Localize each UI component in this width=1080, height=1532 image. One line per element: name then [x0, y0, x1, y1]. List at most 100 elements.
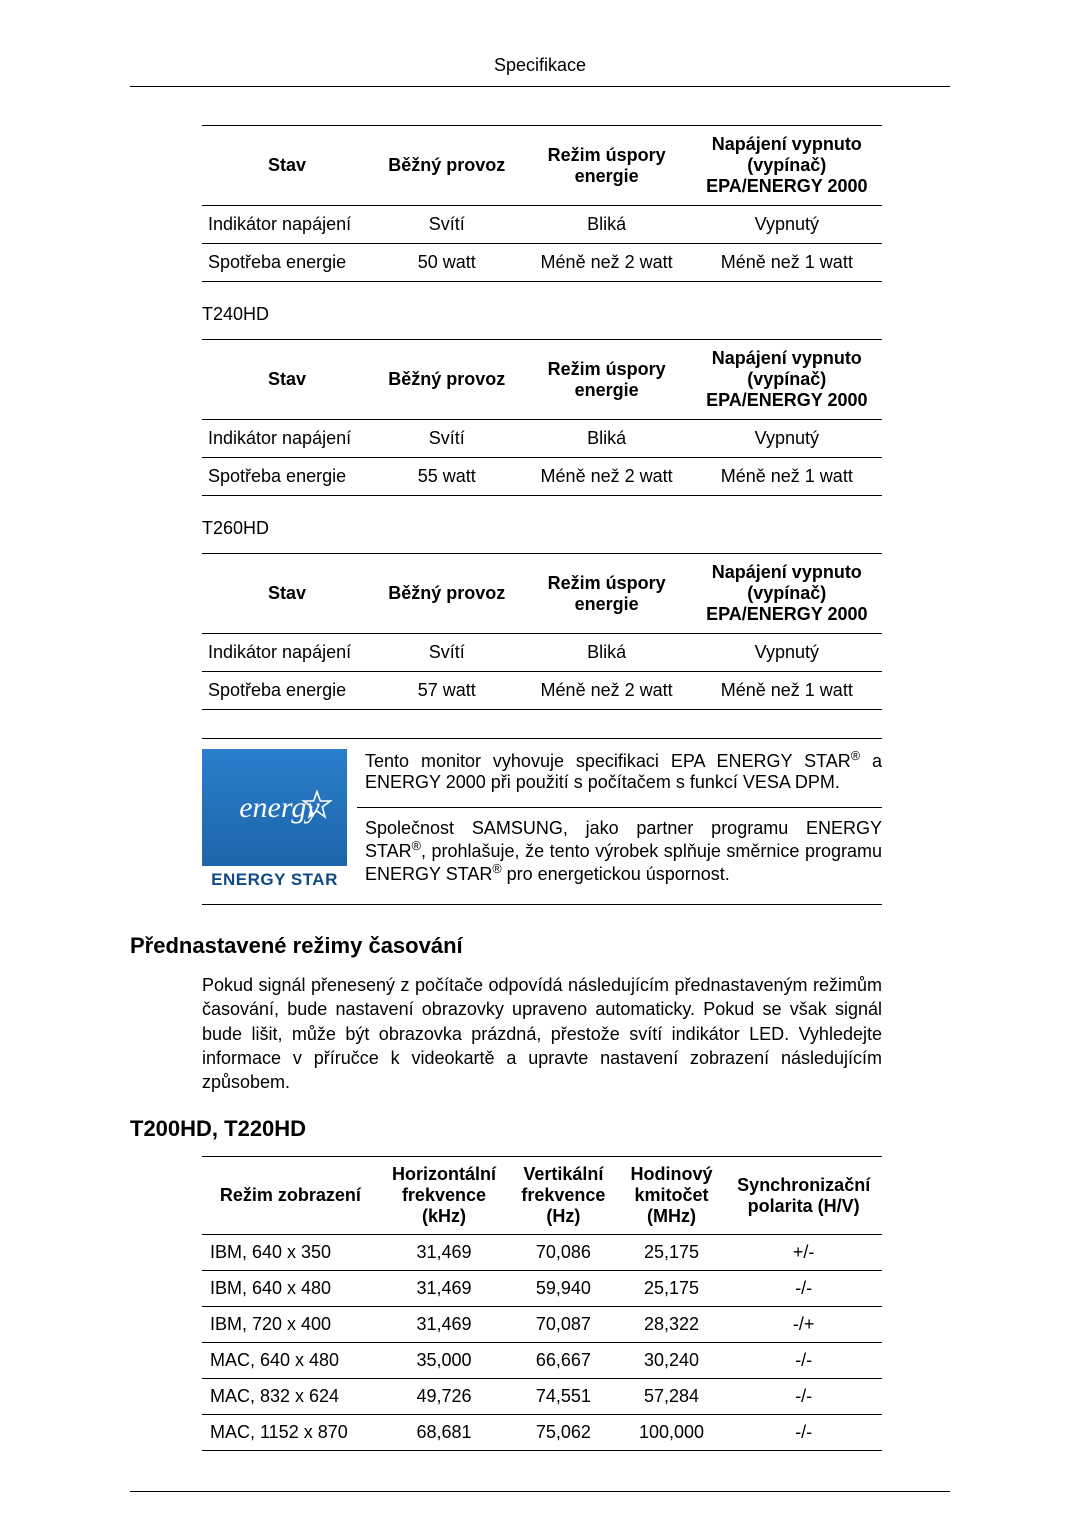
energy-star-box: energy ENERGY STAR Tento monitor vyhovuj… [202, 738, 882, 905]
cell-consumption-normal: 57 watt [372, 672, 522, 710]
th-normal: Běžný provoz [372, 126, 522, 206]
cell-hfreq: 35,000 [379, 1343, 509, 1379]
table-row: MAC, 640 x 48035,00066,66730,240-/- [202, 1343, 882, 1379]
power-table-block-1: Stav Běžný provoz Režim úspory energie N… [202, 125, 882, 282]
th-off: Napájení vypnuto (vypínač) EPA/ENERGY 20… [692, 126, 882, 206]
timing-models-heading: T200HD, T220HD [130, 1116, 950, 1142]
cell-clock: 100,000 [618, 1415, 726, 1451]
cell-mode: MAC, 1152 x 870 [202, 1415, 379, 1451]
model-label-t240: T240HD [202, 304, 950, 325]
energy-star-logo-inner: energy ENERGY STAR [202, 749, 347, 894]
page-header: Specifikace [130, 55, 950, 87]
cell-polarity: +/- [725, 1235, 882, 1271]
th-normal: Běžný provoz [372, 554, 522, 634]
table-row: MAC, 1152 x 87068,68175,062100,000-/- [202, 1415, 882, 1451]
timing-table: Režim zobrazení Horizontální frekvence (… [202, 1156, 882, 1451]
cell-polarity: -/+ [725, 1307, 882, 1343]
cell-indicator-label: Indikátor napájení [202, 420, 372, 458]
cell-indicator-label: Indikátor napájení [202, 634, 372, 672]
cell-clock: 25,175 [618, 1235, 726, 1271]
th-off: Napájení vypnuto (vypínač) EPA/ENERGY 20… [692, 340, 882, 420]
th-mode: Režim zobrazení [202, 1157, 379, 1235]
star-icon [301, 789, 333, 821]
cell-mode: IBM, 640 x 350 [202, 1235, 379, 1271]
cell-indicator-saving: Bliká [522, 634, 692, 672]
energy-star-bar: ENERGY STAR [202, 866, 347, 894]
timing-heading: Přednastavené režimy časování [130, 933, 950, 959]
cell-vfreq: 74,551 [509, 1379, 618, 1415]
reg-mark: ® [412, 839, 421, 853]
power-table-block-3: Stav Běžný provoz Režim úspory energie N… [202, 553, 882, 710]
cell-mode: MAC, 832 x 624 [202, 1379, 379, 1415]
timing-paragraph: Pokud signál přenesený z počítače odpoví… [202, 973, 882, 1094]
cell-hfreq: 31,469 [379, 1307, 509, 1343]
th-vfreq: Vertikální frekvence (Hz) [509, 1157, 618, 1235]
cell-polarity: -/- [725, 1415, 882, 1451]
th-off: Napájení vypnuto (vypínač) EPA/ENERGY 20… [692, 554, 882, 634]
energy-star-logo: energy ENERGY STAR [202, 739, 357, 904]
cell-indicator-normal: Svítí [372, 634, 522, 672]
cell-indicator-off: Vypnutý [692, 206, 882, 244]
th-normal: Běžný provoz [372, 340, 522, 420]
th-state: Stav [202, 340, 372, 420]
cell-clock: 28,322 [618, 1307, 726, 1343]
page-footer-rule [130, 1491, 950, 1492]
cell-polarity: -/- [725, 1271, 882, 1307]
cell-consumption-off: Méně než 1 watt [692, 672, 882, 710]
th-hfreq: Horizontální frekvence (kHz) [379, 1157, 509, 1235]
cell-indicator-saving: Bliká [522, 206, 692, 244]
cell-indicator-normal: Svítí [372, 420, 522, 458]
energy-star-para-1: Tento monitor vyhovuje specifikaci EPA E… [357, 739, 882, 808]
power-table-block-2: Stav Běžný provoz Režim úspory energie N… [202, 339, 882, 496]
cell-hfreq: 31,469 [379, 1271, 509, 1307]
th-saving: Režim úspory energie [522, 554, 692, 634]
cell-consumption-normal: 50 watt [372, 244, 522, 282]
es-p2-c: pro energetickou úspornost. [502, 864, 730, 884]
cell-clock: 30,240 [618, 1343, 726, 1379]
energy-star-para-2: Společnost SAMSUNG, jako partner program… [357, 808, 882, 899]
es-p1-a: Tento monitor vyhovuje specifikaci EPA E… [365, 751, 851, 771]
cell-hfreq: 31,469 [379, 1235, 509, 1271]
table-row: IBM, 640 x 35031,46970,08625,175+/- [202, 1235, 882, 1271]
cell-consumption-label: Spotřeba energie [202, 458, 372, 496]
table-row: MAC, 832 x 62449,72674,55157,284-/- [202, 1379, 882, 1415]
table-row: IBM, 640 x 48031,46959,94025,175-/- [202, 1271, 882, 1307]
cell-mode: MAC, 640 x 480 [202, 1343, 379, 1379]
cell-consumption-off: Méně než 1 watt [692, 458, 882, 496]
reg-mark: ® [492, 862, 501, 876]
power-table-2: Stav Běžný provoz Režim úspory energie N… [202, 339, 882, 496]
th-polarity: Synchronizační polarita (H/V) [725, 1157, 882, 1235]
table-row: IBM, 720 x 40031,46970,08728,322-/+ [202, 1307, 882, 1343]
cell-indicator-label: Indikátor napájení [202, 206, 372, 244]
cell-hfreq: 68,681 [379, 1415, 509, 1451]
cell-consumption-off: Méně než 1 watt [692, 244, 882, 282]
power-table-1: Stav Běžný provoz Režim úspory energie N… [202, 125, 882, 282]
cell-hfreq: 49,726 [379, 1379, 509, 1415]
th-state: Stav [202, 554, 372, 634]
cell-clock: 25,175 [618, 1271, 726, 1307]
th-state: Stav [202, 126, 372, 206]
cell-indicator-saving: Bliká [522, 420, 692, 458]
cell-mode: IBM, 640 x 480 [202, 1271, 379, 1307]
cell-vfreq: 70,086 [509, 1235, 618, 1271]
th-clock: Hodinový kmitočet (MHz) [618, 1157, 726, 1235]
cell-clock: 57,284 [618, 1379, 726, 1415]
cell-polarity: -/- [725, 1379, 882, 1415]
cell-consumption-saving: Méně než 2 watt [522, 672, 692, 710]
cell-indicator-off: Vypnutý [692, 420, 882, 458]
cell-consumption-saving: Méně než 2 watt [522, 244, 692, 282]
th-saving: Režim úspory energie [522, 126, 692, 206]
cell-vfreq: 70,087 [509, 1307, 618, 1343]
cell-polarity: -/- [725, 1343, 882, 1379]
reg-mark: ® [851, 749, 860, 763]
energy-star-text: Tento monitor vyhovuje specifikaci EPA E… [357, 739, 882, 904]
cell-consumption-label: Spotřeba energie [202, 672, 372, 710]
cell-consumption-saving: Méně než 2 watt [522, 458, 692, 496]
cell-consumption-label: Spotřeba energie [202, 244, 372, 282]
th-saving: Režim úspory energie [522, 340, 692, 420]
page-title: Specifikace [494, 55, 586, 75]
power-table-3: Stav Běžný provoz Režim úspory energie N… [202, 553, 882, 710]
cell-vfreq: 59,940 [509, 1271, 618, 1307]
cell-indicator-normal: Svítí [372, 206, 522, 244]
cell-vfreq: 75,062 [509, 1415, 618, 1451]
